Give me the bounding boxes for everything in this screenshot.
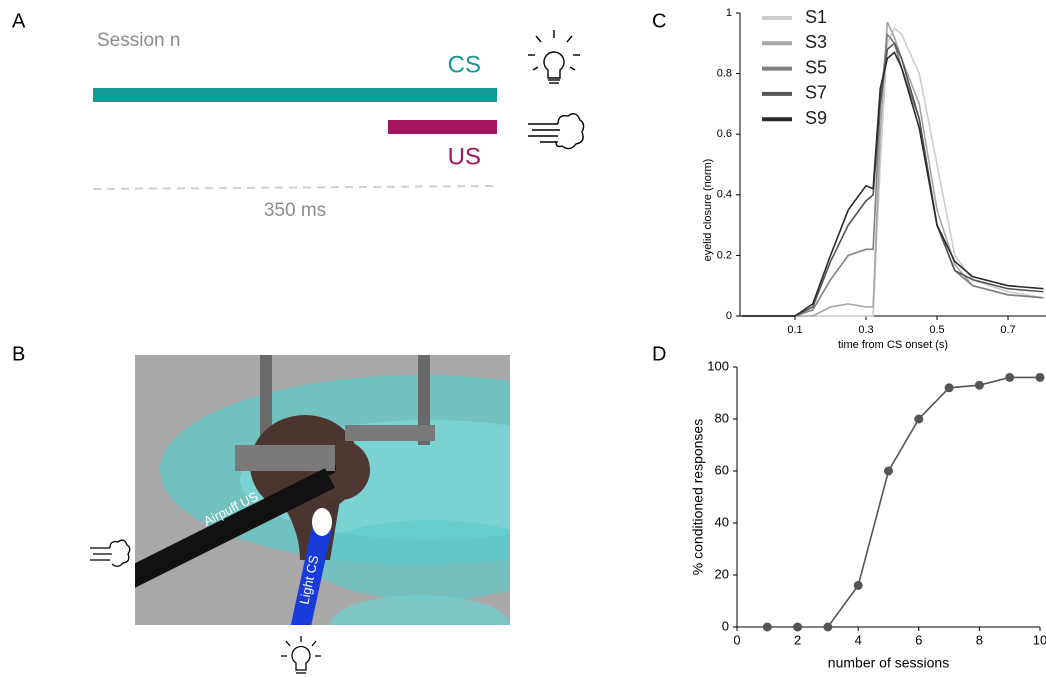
y-axis-label: eyelid closure (norm): [702, 159, 714, 262]
data-line: [742, 22, 1044, 316]
x-tick-label: 0.7: [1000, 324, 1015, 336]
panel-label: D: [652, 343, 666, 365]
panel-label: A: [12, 10, 26, 32]
y-tick-label: 20: [715, 566, 729, 581]
panel-label: B: [12, 343, 25, 365]
x-tick-label: 0.1: [787, 324, 802, 336]
data-line: [742, 28, 1044, 316]
x-tick-label: 2: [794, 632, 801, 647]
data-point: [945, 383, 954, 392]
legend-label: S7: [805, 83, 827, 103]
bulb-icon: [281, 636, 321, 673]
data-point: [1036, 373, 1045, 382]
figure: A B C D Session n CS US 350 ms: [0, 0, 1046, 677]
data-point: [763, 623, 772, 632]
y-axis-label: % conditioned responses: [690, 419, 706, 575]
y-tick-label: 0: [722, 618, 729, 633]
y-tick-label: 0.6: [717, 128, 732, 140]
y-tick-label: 0.8: [717, 68, 732, 80]
legend-label: S5: [805, 57, 827, 77]
x-tick-label: 10: [1033, 632, 1046, 647]
session-label: Session n: [97, 30, 180, 51]
airpuff-icon: [528, 114, 584, 149]
x-tick-label: 0: [733, 632, 740, 647]
data-point: [975, 381, 984, 390]
x-axis-label: time from CS onset (s): [838, 339, 948, 351]
x-tick-label: 6: [915, 632, 922, 647]
legend-label: S1: [805, 7, 827, 27]
data-line: [767, 377, 1040, 627]
y-tick-label: 1: [726, 7, 732, 19]
panel-label: C: [652, 10, 666, 32]
airpuff-icon: [90, 540, 130, 566]
bulb-icon: [528, 30, 580, 83]
duration-label: 350 ms: [264, 200, 326, 221]
y-tick-label: 60: [715, 462, 729, 477]
y-tick-label: 80: [715, 410, 729, 425]
y-tick-label: 40: [715, 514, 729, 529]
y-tick-label: 100: [707, 358, 729, 373]
y-tick-label: 0.2: [717, 249, 732, 261]
cs-bar: [93, 88, 497, 102]
timeline: Session n CS US 350 ms: [93, 30, 584, 221]
x-tick-label: 0.3: [858, 324, 873, 336]
us-label: US: [448, 143, 481, 170]
x-tick-label: 0.5: [929, 324, 944, 336]
data-point: [793, 623, 802, 632]
x-tick-label: 8: [976, 632, 983, 647]
data-point: [1005, 373, 1014, 382]
legend-label: S9: [805, 108, 827, 128]
x-axis-label: number of sessions: [828, 655, 949, 671]
legend-label: S3: [805, 32, 827, 52]
y-tick-label: 0: [726, 310, 732, 322]
duration-line: [93, 186, 493, 189]
data-line: [742, 43, 1044, 316]
x-tick-label: 4: [855, 632, 862, 647]
data-point: [854, 581, 863, 590]
data-point: [884, 467, 893, 476]
data-point: [914, 415, 923, 424]
us-bar: [388, 120, 497, 134]
setup-photo: Airpuff US Light CS: [90, 355, 680, 673]
data-line: [742, 34, 1044, 316]
y-tick-label: 0.4: [717, 189, 732, 201]
data-point: [823, 623, 832, 632]
cs-label: CS: [448, 51, 481, 78]
